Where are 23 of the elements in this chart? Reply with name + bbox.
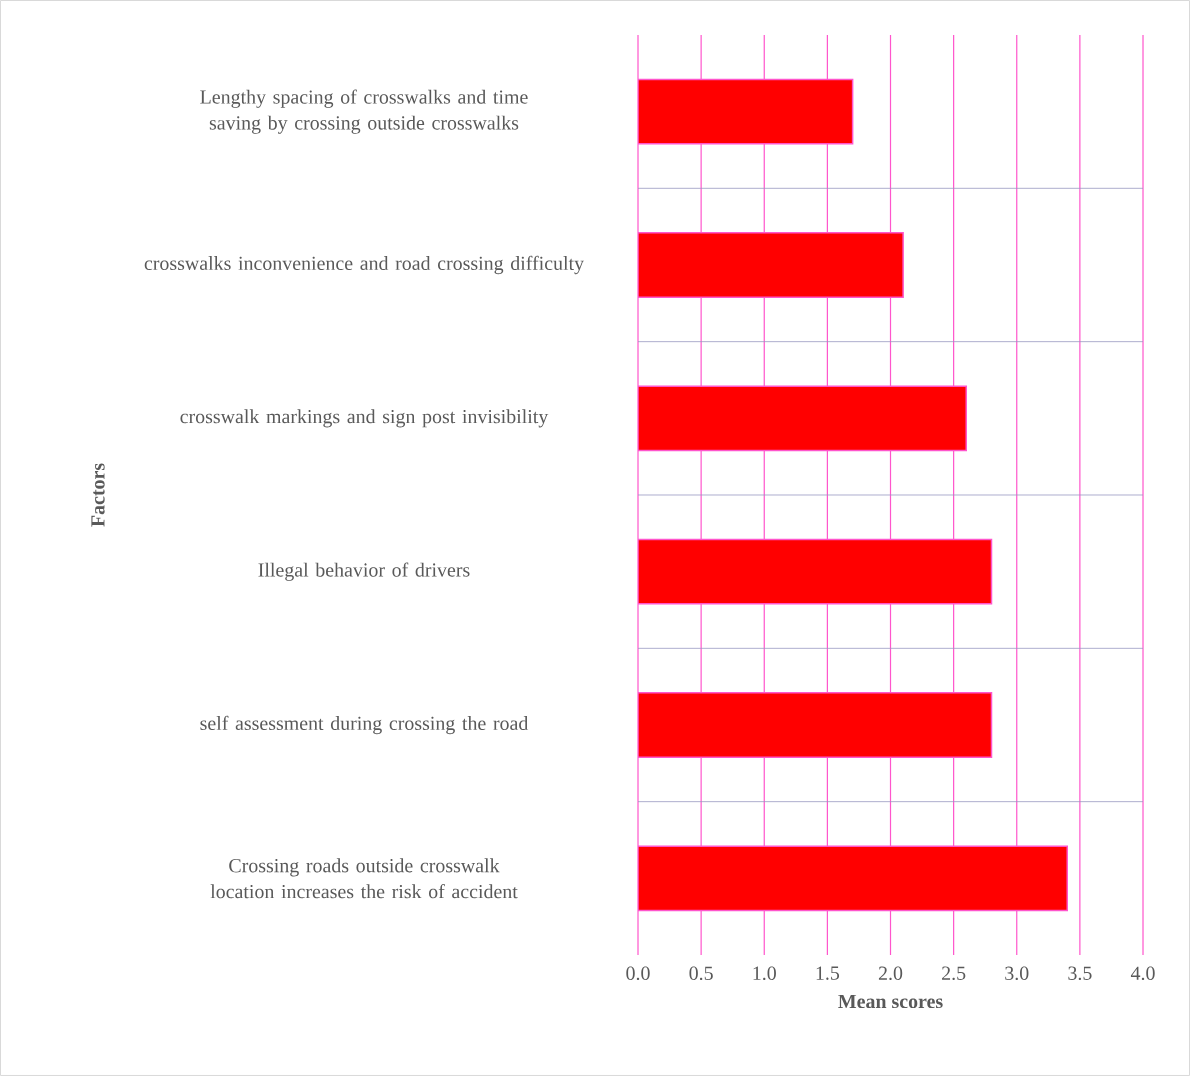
bar xyxy=(638,538,993,605)
y-tick-label: self assessment during crossing the road xyxy=(200,715,529,735)
x-tick-label: 1.0 xyxy=(753,966,776,981)
x-tick-label: 0.0 xyxy=(626,966,650,981)
x-tick-label: 2.0 xyxy=(878,966,903,981)
y-tick-label: Crossing roads outside crosswalk location increases the risk of accident xyxy=(210,858,518,899)
bar xyxy=(638,78,854,145)
y-axis-title: Factors xyxy=(91,463,105,527)
bar xyxy=(638,385,968,452)
bar xyxy=(638,692,993,758)
y-tick-label: crosswalks inconvenience and road crossing difficulty xyxy=(144,255,584,275)
x-tick-label: 2.5 xyxy=(942,966,966,980)
y-tick-label: Lengthy spacing of crosswalks and time saving by crossing outside crosswalks xyxy=(200,89,528,134)
x-axis-title: Mean scores xyxy=(838,994,943,1009)
x-tick-label: 3.0 xyxy=(1005,966,1029,981)
bar xyxy=(638,845,1069,912)
y-tick-label: Illegal behavior of drivers xyxy=(258,562,470,581)
x-tick-label: 1.5 xyxy=(816,966,840,980)
x-tick-label: 0.5 xyxy=(689,966,713,981)
x-tick-label: 4.0 xyxy=(1130,966,1155,981)
y-tick-label: crosswalk markings and sign post invisibility xyxy=(180,409,549,428)
x-tick-label: 3.5 xyxy=(1068,966,1092,980)
bar xyxy=(638,232,904,298)
